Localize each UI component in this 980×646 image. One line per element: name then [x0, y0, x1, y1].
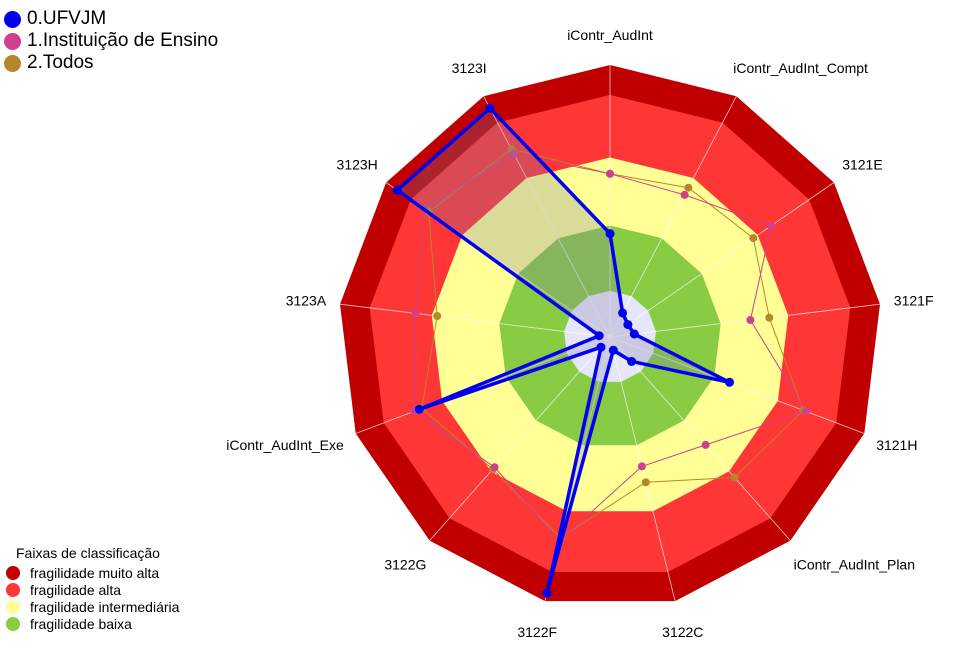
series-legend: 0.UFVJM 1.Instituição de Ensino 2.Todos — [4, 8, 218, 74]
series-0-point-3 — [629, 329, 639, 339]
band-label-1: fragilidade alta — [30, 581, 122, 598]
series-line-1 — [413, 153, 807, 542]
series-2-point-6 — [641, 478, 650, 487]
axis-label-5: iContr_AudInt_Plan — [794, 557, 915, 573]
band-item-3: fragilidade baixa — [6, 615, 179, 632]
band-marker-1 — [6, 582, 20, 597]
axis-label-12: 3123I — [452, 60, 487, 76]
series-0-point-0 — [605, 229, 615, 239]
axis-labels: iContr_AudInt iContr_AudInt_Compt 3121E 312… — [226, 27, 933, 640]
legend-marker-series-1 — [4, 32, 21, 50]
axis-label-6: 3122C — [662, 624, 703, 640]
axis-label-9: iContr_AudInt_Exe — [226, 437, 344, 453]
spoke-10 — [339, 303, 611, 338]
series-0-point-7 — [542, 588, 552, 598]
series-1-point-5 — [701, 440, 710, 449]
series-2-point-10 — [433, 312, 442, 320]
bands-legend-title: Faixas de classificação — [16, 545, 160, 561]
spoke-4 — [609, 336, 865, 434]
series-0-point-12 — [485, 103, 495, 113]
axis-label-2: 3121E — [842, 156, 882, 172]
series-1-point-0 — [606, 169, 614, 178]
series-0-point-9 — [414, 404, 424, 414]
band-marker-2 — [6, 599, 20, 614]
band-label-3: fragilidade baixa — [30, 615, 132, 632]
series-1-point-2 — [767, 221, 776, 230]
spoke-8 — [429, 336, 611, 541]
series-1-point-12 — [509, 150, 518, 158]
axis-label-1: iContr_AudInt_Compt — [733, 60, 868, 76]
series-2-point-2 — [749, 234, 758, 243]
axis-label-0: iContr_AudInt — [567, 27, 653, 43]
band-item-1: fragilidade alta — [6, 581, 179, 598]
spoke-3 — [609, 303, 881, 338]
band-label-0: fragilidade muito alta — [30, 564, 160, 581]
legend-marker-series-0 — [4, 10, 21, 28]
axis-label-3: 3121F — [894, 292, 934, 308]
spoke-2 — [609, 182, 835, 338]
series-layer — [392, 103, 810, 598]
axis-label-8: 3122G — [384, 557, 426, 573]
legend-label-series-1: 1.Instituição de Ensino — [27, 30, 219, 51]
axis-label-4: 3121H — [876, 437, 917, 453]
legend-marker-series-2 — [4, 54, 21, 72]
spoke-1 — [609, 96, 737, 338]
series-0-point-6 — [608, 345, 618, 355]
band-item-0: fragilidade muito alta — [6, 564, 179, 581]
band-label-2: fragilidade intermediária — [30, 598, 180, 615]
bands-legend: Faixas de classificação fragilidade muit… — [6, 542, 179, 632]
series-1-point-3 — [746, 316, 755, 324]
axis-label-10: 3123A — [286, 292, 327, 308]
series-1-point-1 — [680, 190, 689, 199]
series-2-point-1 — [684, 183, 693, 192]
series-0-point-1 — [618, 308, 628, 318]
band-marker-0 — [6, 565, 20, 580]
series-1-point-8 — [490, 463, 499, 472]
series-0-point-4 — [725, 377, 734, 387]
band-item-2: fragilidade intermediária — [6, 598, 179, 615]
series-1-point-10 — [411, 309, 420, 318]
spoke-5 — [609, 336, 791, 541]
radar-grid — [339, 65, 881, 602]
spoke-9 — [355, 336, 611, 434]
series-0-point-5 — [627, 356, 637, 366]
axis-label-7: 3122F — [517, 624, 557, 640]
series-2-point-5 — [730, 473, 739, 482]
series-2-point-3 — [765, 313, 774, 322]
series-0-point-10 — [594, 331, 604, 341]
series-1-point-6 — [637, 462, 646, 471]
legend-item-series-1: 1.Instituição de Ensino — [4, 30, 218, 52]
series-line-2 — [421, 148, 804, 539]
spoke-12 — [483, 96, 611, 338]
legend-item-series-0: 0.UFVJM — [4, 8, 218, 30]
series-0-point-8 — [596, 342, 606, 352]
legend-item-series-2: 2.Todos — [4, 52, 218, 74]
series-1-point-4 — [801, 407, 810, 416]
series-0-point-11 — [392, 185, 402, 195]
axis-label-11: 3123H — [337, 156, 378, 172]
band-marker-3 — [6, 616, 20, 631]
legend-label-series-0: 0.UFVJM — [27, 8, 107, 29]
series-0-point-2 — [623, 320, 633, 330]
legend-label-series-2: 2.Todos — [27, 52, 94, 73]
